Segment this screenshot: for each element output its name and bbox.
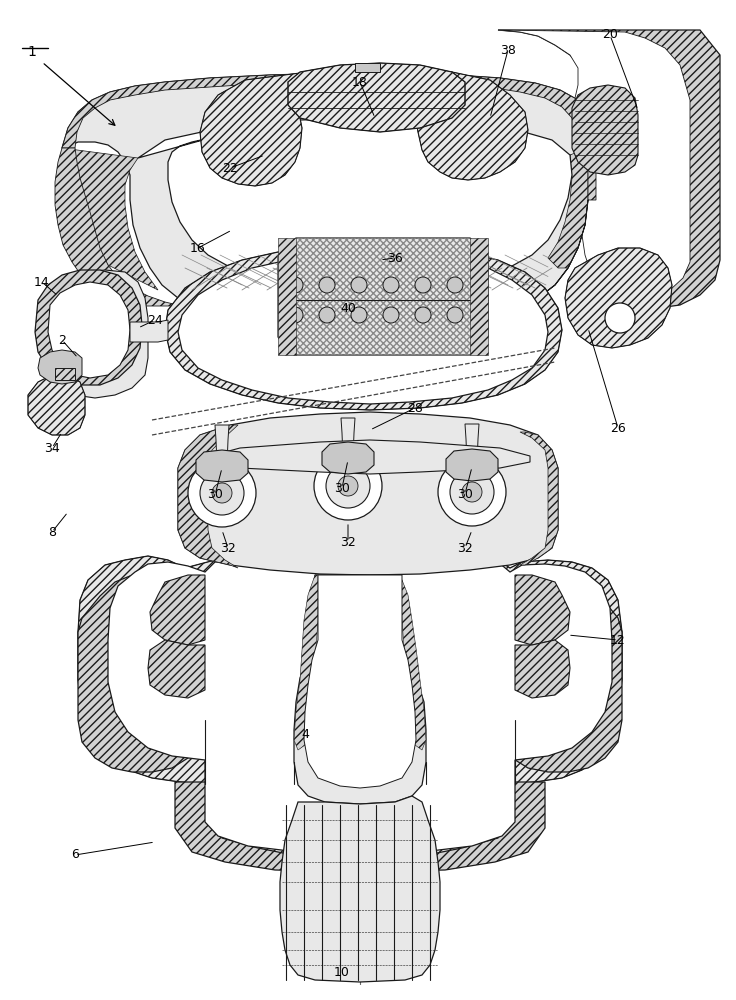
Polygon shape <box>130 320 168 342</box>
Polygon shape <box>470 238 488 355</box>
Text: 2: 2 <box>58 334 66 347</box>
Polygon shape <box>175 782 545 872</box>
Polygon shape <box>48 282 130 378</box>
Polygon shape <box>288 63 465 132</box>
Polygon shape <box>380 72 528 180</box>
Polygon shape <box>294 575 318 750</box>
Polygon shape <box>38 350 82 384</box>
Circle shape <box>314 452 382 520</box>
Text: 20: 20 <box>602 28 618 41</box>
Polygon shape <box>520 432 558 565</box>
Circle shape <box>188 459 256 527</box>
Text: 30: 30 <box>457 488 473 500</box>
Text: 34: 34 <box>44 442 60 454</box>
Polygon shape <box>178 254 548 404</box>
Text: 18: 18 <box>352 76 368 89</box>
Polygon shape <box>200 73 302 186</box>
Text: 14: 14 <box>34 275 50 288</box>
Polygon shape <box>108 550 612 854</box>
Text: 32: 32 <box>340 536 356 548</box>
Text: 10: 10 <box>334 966 350 978</box>
Polygon shape <box>62 148 158 290</box>
Text: 4: 4 <box>301 728 309 742</box>
Polygon shape <box>196 450 248 482</box>
Circle shape <box>351 307 367 323</box>
Polygon shape <box>55 368 75 380</box>
Circle shape <box>415 277 431 293</box>
Polygon shape <box>465 424 479 479</box>
Polygon shape <box>150 575 205 645</box>
Text: 28: 28 <box>407 401 423 414</box>
Polygon shape <box>55 148 182 306</box>
Polygon shape <box>278 238 296 355</box>
Polygon shape <box>62 73 588 148</box>
Circle shape <box>326 464 370 508</box>
Polygon shape <box>138 118 572 286</box>
Polygon shape <box>28 375 85 435</box>
Circle shape <box>287 277 303 293</box>
Circle shape <box>450 470 494 514</box>
Text: 38: 38 <box>500 43 516 56</box>
Circle shape <box>287 307 303 323</box>
Circle shape <box>447 307 463 323</box>
Circle shape <box>415 307 431 323</box>
Text: 36: 36 <box>387 251 403 264</box>
Circle shape <box>212 483 232 503</box>
Text: 32: 32 <box>220 542 236 554</box>
Polygon shape <box>210 440 530 474</box>
Polygon shape <box>78 574 202 772</box>
Polygon shape <box>178 425 238 568</box>
Polygon shape <box>148 640 205 698</box>
Circle shape <box>319 307 335 323</box>
Polygon shape <box>400 575 426 750</box>
Text: 32: 32 <box>457 542 473 554</box>
Text: 40: 40 <box>340 302 356 314</box>
Circle shape <box>200 471 244 515</box>
Polygon shape <box>548 148 588 268</box>
Circle shape <box>319 277 335 293</box>
Polygon shape <box>498 574 622 772</box>
Text: 8: 8 <box>48 526 56 538</box>
Polygon shape <box>165 247 562 410</box>
Text: 16: 16 <box>190 241 206 254</box>
Polygon shape <box>446 449 498 481</box>
Polygon shape <box>178 412 558 575</box>
Circle shape <box>383 277 399 293</box>
Polygon shape <box>498 30 690 300</box>
Text: 26: 26 <box>610 422 626 434</box>
Polygon shape <box>490 148 596 318</box>
Text: 24: 24 <box>147 314 163 326</box>
Circle shape <box>438 458 506 526</box>
Polygon shape <box>322 442 374 474</box>
Text: 12: 12 <box>610 634 626 647</box>
Polygon shape <box>35 270 142 385</box>
Polygon shape <box>355 63 380 72</box>
Circle shape <box>383 307 399 323</box>
Polygon shape <box>515 575 570 645</box>
Circle shape <box>351 277 367 293</box>
Polygon shape <box>45 270 148 398</box>
Polygon shape <box>294 575 426 804</box>
Polygon shape <box>572 85 638 175</box>
Circle shape <box>447 277 463 293</box>
Polygon shape <box>78 548 622 866</box>
Polygon shape <box>341 418 355 473</box>
Polygon shape <box>280 796 440 982</box>
Text: 30: 30 <box>207 488 223 502</box>
Polygon shape <box>62 73 588 329</box>
Circle shape <box>338 476 358 496</box>
Text: 30: 30 <box>334 482 350 494</box>
Polygon shape <box>498 30 720 308</box>
Polygon shape <box>304 575 416 788</box>
Polygon shape <box>278 238 488 355</box>
Circle shape <box>605 303 635 333</box>
Circle shape <box>462 482 482 502</box>
Polygon shape <box>565 248 672 348</box>
Polygon shape <box>515 640 570 698</box>
Text: 6: 6 <box>71 848 79 861</box>
Polygon shape <box>215 425 229 480</box>
Text: 1: 1 <box>27 45 37 59</box>
Text: 22: 22 <box>222 161 238 174</box>
